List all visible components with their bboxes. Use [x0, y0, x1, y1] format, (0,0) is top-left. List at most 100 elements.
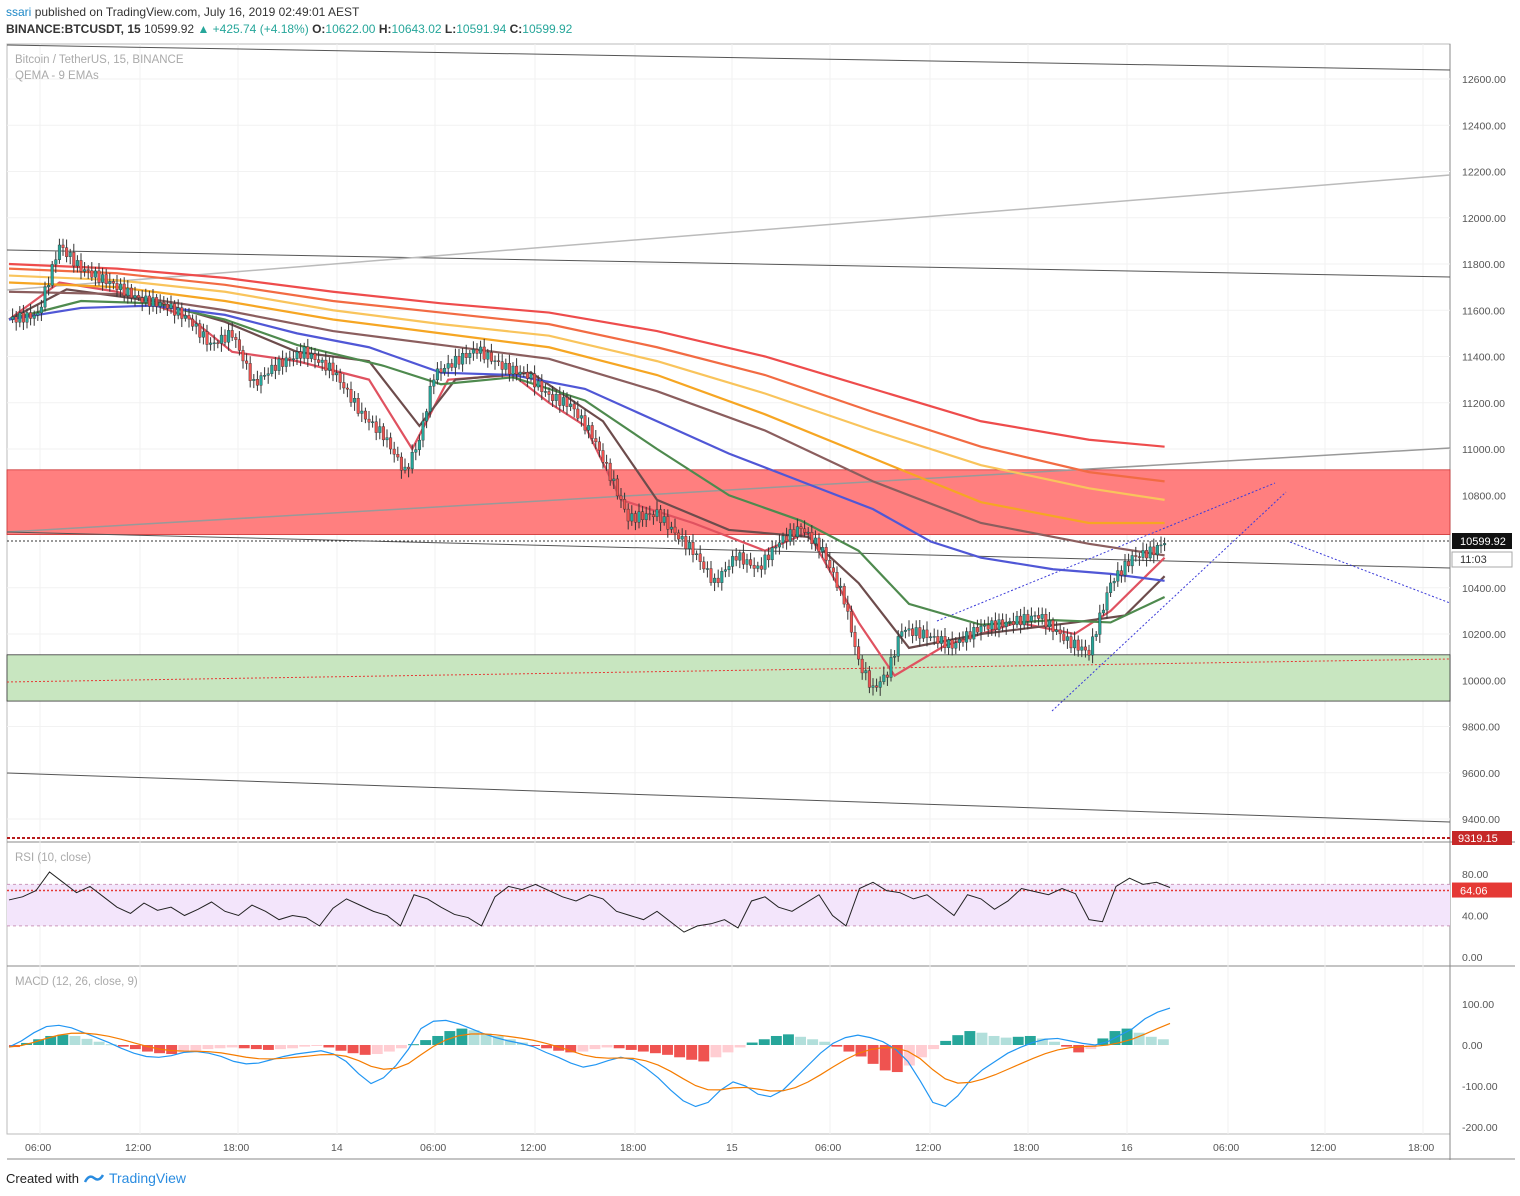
candle-body — [187, 315, 191, 320]
candle-body — [993, 620, 997, 631]
candle-body — [504, 363, 508, 370]
rsi-line — [8, 871, 1171, 933]
candle-body — [1127, 561, 1131, 567]
candle-body — [176, 307, 180, 316]
macd-histogram-bar — [178, 1045, 190, 1053]
candle-body — [450, 363, 454, 368]
candle-body — [331, 362, 335, 376]
candle-body — [1083, 646, 1087, 651]
candle-body — [515, 365, 519, 375]
candle-body — [983, 624, 987, 627]
x-tick-label-8: 06:00 — [815, 1142, 841, 1154]
candle-body — [684, 536, 688, 549]
macd-histogram-bar — [686, 1045, 698, 1060]
candle-body — [630, 513, 634, 522]
rsi-value-label: 64.06 — [1460, 886, 1488, 898]
rising-trendline — [6, 447, 1451, 533]
candle-body — [677, 532, 681, 540]
candle-body — [529, 373, 533, 379]
high-value: 10643.02 — [391, 22, 442, 36]
macd-histogram-bar — [238, 1045, 250, 1049]
rsi-tick-label-1: 40.00 — [1462, 911, 1488, 923]
macd-histogram-bar — [142, 1045, 153, 1052]
candle-body — [1152, 546, 1156, 556]
candle-body — [655, 509, 659, 517]
candle-body — [889, 657, 893, 678]
candle-body — [345, 387, 349, 390]
candle-body — [457, 355, 461, 365]
candle-body — [65, 247, 69, 257]
candle-body — [648, 513, 652, 515]
low-value: 10591.94 — [456, 22, 507, 36]
candle-body — [72, 252, 76, 267]
candle-body — [21, 312, 25, 323]
candle-body — [558, 394, 562, 406]
candle-body — [731, 556, 735, 567]
candle-body — [158, 302, 162, 307]
candle-body — [849, 611, 853, 633]
candle-body — [479, 346, 483, 354]
candle-body — [155, 297, 159, 307]
candle-body — [407, 466, 411, 470]
candle-body — [1145, 550, 1149, 559]
candle-body — [68, 252, 72, 257]
candle-body — [1112, 581, 1116, 584]
candle-body — [583, 415, 587, 431]
candle-body — [590, 425, 594, 439]
candle-body — [25, 312, 29, 323]
y-tick-label-6: 11400.00 — [1462, 352, 1505, 364]
open-label: O: — [312, 22, 326, 36]
candle-body — [1159, 544, 1163, 547]
candle-body — [511, 365, 515, 375]
candle-body — [572, 403, 576, 410]
support-zone — [6, 654, 1451, 702]
channel-line — [6, 249, 1451, 278]
low-label: L: — [444, 22, 457, 36]
macd-histogram-bar — [45, 1035, 57, 1045]
candle-body — [821, 547, 825, 552]
candle-body — [482, 346, 486, 360]
macd-histogram-bar — [480, 1033, 492, 1045]
candle-body — [119, 283, 123, 290]
ema-line-1 — [8, 288, 1166, 650]
candle-body — [461, 353, 465, 365]
candle-body — [597, 441, 601, 451]
candle-body — [1015, 615, 1019, 625]
candle-body — [1163, 543, 1167, 546]
tradingview-brand[interactable]: TradingView — [108, 1170, 187, 1186]
macd-histogram-bar — [589, 1045, 601, 1050]
macd-histogram-bar — [601, 1045, 613, 1048]
macd-histogram-bar — [553, 1045, 565, 1051]
candle-body — [767, 554, 771, 561]
x-tick-label-5: 12:00 — [520, 1142, 546, 1154]
candle-body — [122, 283, 126, 296]
candle-body — [270, 364, 274, 374]
macd-pane-title: MACD (12, 26, close, 9) — [15, 976, 138, 988]
candle-body — [1116, 570, 1120, 582]
macd-histogram-bar — [928, 1045, 940, 1050]
candle-body — [1094, 634, 1098, 637]
chart-canvas[interactable]: 06:00 12:00 18:00 14 06:00 12:00 18:00 15 06:00 1… — [0, 0, 1520, 1166]
x-tick-label-0: 06:00 — [25, 1142, 51, 1154]
rsi-pane-title: RSI (10, close) — [15, 852, 92, 864]
candle-body — [576, 408, 580, 419]
candle-body — [353, 398, 357, 403]
candle-body — [363, 410, 367, 420]
candle-body — [356, 398, 360, 414]
candle-body — [1155, 545, 1159, 556]
candle-body — [680, 536, 684, 540]
y-tick-label-12: 10000.00 — [1462, 675, 1506, 687]
candle-body — [907, 628, 911, 631]
macd-tick-label-2: -100.00 — [1462, 1081, 1498, 1093]
macd-histogram-bar — [420, 1040, 432, 1045]
candle-body — [18, 312, 22, 323]
high-label: H: — [378, 22, 392, 36]
candle-body — [875, 685, 879, 688]
macd-histogram-bar — [383, 1045, 395, 1052]
candle-body — [839, 585, 843, 588]
candle-body — [716, 577, 720, 583]
publisher-user[interactable]: ssari — [6, 5, 32, 19]
macd-histogram-bar — [1073, 1045, 1085, 1053]
candle-body — [644, 513, 648, 520]
candle-body — [57, 244, 61, 260]
